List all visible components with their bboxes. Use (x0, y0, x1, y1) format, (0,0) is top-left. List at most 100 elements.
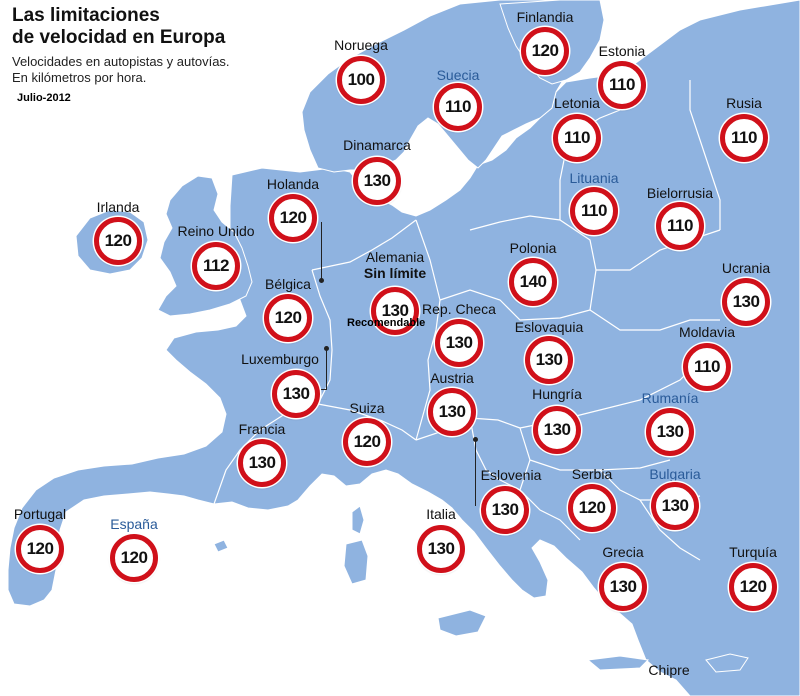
sign-francia: 130 (238, 439, 286, 487)
label-belgica: Bélgica (265, 276, 311, 292)
speed-lituania: 110 (581, 201, 607, 220)
title-line-2: de velocidad en Europa (12, 27, 226, 48)
label-bielorrusia: Bielorrusia (646, 185, 714, 201)
sign-bulgaria: 130 (651, 482, 699, 530)
landmass-cyprus (705, 653, 749, 673)
speed-suiza: 120 (353, 432, 381, 451)
speed-grecia: 130 (609, 577, 637, 596)
sign-estonia: 110 (598, 61, 646, 109)
sign-serbia: 120 (568, 484, 616, 532)
speed-letonia: 110 (564, 128, 590, 147)
label-finlandia: Finlandia (516, 9, 574, 25)
speed-bielorrusia: 110 (667, 216, 693, 235)
speed-ucrania: 130 (732, 292, 760, 311)
label-rusia: Rusia (726, 95, 762, 111)
speed-estonia: 110 (609, 75, 635, 94)
label-letonia: Letonia (554, 95, 600, 111)
sign-grecia: 130 (599, 563, 647, 611)
label-turquia: Turquía (729, 544, 777, 560)
label-noruega: Noruega (334, 37, 388, 53)
sign-noruega: 100 (337, 56, 385, 104)
landmass-balearics (213, 539, 229, 553)
label-austria: Austria (430, 370, 474, 386)
speed-portugal: 120 (26, 539, 54, 558)
label-polonia: Polonia (509, 240, 557, 256)
label-grecia: Grecia (602, 544, 644, 560)
speed-holanda: 120 (279, 208, 307, 227)
speed-austria: 130 (438, 402, 466, 421)
label-alemania: Alemania Sin límite (364, 249, 426, 281)
sign-rusia: 110 (720, 114, 768, 162)
label-francia: Francia (238, 421, 286, 437)
landmass-corsica (351, 505, 365, 535)
label-rumania: Rumanía (641, 390, 699, 406)
sign-rep-checa: 130 (435, 319, 483, 367)
map-title: Las limitaciones de velocidad en Europa (12, 5, 225, 49)
sign-finlandia: 120 (521, 27, 569, 75)
sign-bielorrusia: 110 (656, 202, 704, 250)
eslovenia-connector (475, 440, 476, 506)
label-alemania-name: Alemania (365, 249, 425, 265)
sign-italia: 130 (417, 525, 465, 573)
speed-rumania: 130 (656, 422, 684, 441)
label-rep-checa: Rep. Checa (422, 301, 496, 317)
sign-eslovenia: 130 (481, 486, 529, 534)
label-ucrania: Ucrania (721, 260, 771, 276)
speed-moldavia: 110 (694, 357, 720, 376)
sign-moldavia: 110 (683, 343, 731, 391)
label-italia: Italia (426, 506, 456, 522)
luxemburgo-connector-h (318, 389, 327, 390)
speed-turquia: 120 (739, 577, 767, 596)
holanda-connector-dot (319, 278, 324, 283)
sign-irlanda: 120 (94, 217, 142, 265)
landmass-sicily (437, 609, 487, 637)
map-subtitle: Velocidades en autopistas y autovías. En… (12, 54, 230, 86)
speed-polonia: 140 (519, 272, 547, 291)
label-bulgaria: Bulgaria (649, 466, 701, 482)
label-alemania-sub: Sin límite (363, 265, 427, 281)
sign-turquia: 120 (729, 563, 777, 611)
speed-alemania: 130 (381, 301, 409, 320)
landmass-crete (586, 655, 650, 671)
sign-eslovaquia: 130 (525, 336, 573, 384)
label-moldavia: Moldavia (678, 324, 736, 340)
sign-polonia: 140 (509, 258, 557, 306)
sign-dinamarca: 130 (353, 157, 401, 205)
sign-belgica: 120 (264, 294, 312, 342)
speed-luxemburgo: 130 (282, 384, 310, 403)
label-hungria: Hungría (532, 386, 582, 402)
speed-dinamarca: 130 (363, 171, 391, 190)
speed-rep-checa: 130 (445, 333, 473, 352)
speed-belgica: 120 (274, 308, 302, 327)
speed-serbia: 120 (578, 498, 606, 517)
holanda-connector (321, 222, 322, 280)
speed-espana: 120 (120, 548, 148, 567)
sign-suiza: 120 (343, 418, 391, 466)
label-eslovenia: Eslovenia (480, 467, 542, 483)
alemania-note: Recomendable (347, 317, 426, 329)
luxemburgo-connector-dot (324, 346, 329, 351)
label-suecia: Suecia (436, 67, 480, 83)
sign-suecia: 110 (434, 83, 482, 131)
label-suiza: Suiza (349, 400, 385, 416)
eslovenia-connector-dot (473, 437, 478, 442)
luxemburgo-connector (326, 348, 327, 390)
sign-lituania: 110 (570, 187, 618, 235)
label-chipre: Chipre (648, 662, 690, 678)
label-estonia: Estonia (598, 43, 646, 59)
speed-rusia: 110 (731, 128, 757, 147)
subtitle-line-2: En kilómetros por hora. (12, 70, 147, 85)
speed-italia: 130 (427, 539, 455, 558)
sign-rumania: 130 (646, 408, 694, 456)
speed-eslovenia: 130 (491, 500, 519, 519)
date-label: Julio-2012 (17, 92, 71, 104)
speed-suecia: 110 (445, 97, 471, 116)
sign-letonia: 110 (553, 114, 601, 162)
sign-ucrania: 130 (722, 278, 770, 326)
label-portugal: Portugal (13, 506, 67, 522)
label-holanda: Holanda (266, 176, 320, 192)
sign-holanda: 120 (269, 194, 317, 242)
speed-eslovaquia: 130 (535, 350, 563, 369)
title-line-1: Las limitaciones (12, 5, 160, 26)
